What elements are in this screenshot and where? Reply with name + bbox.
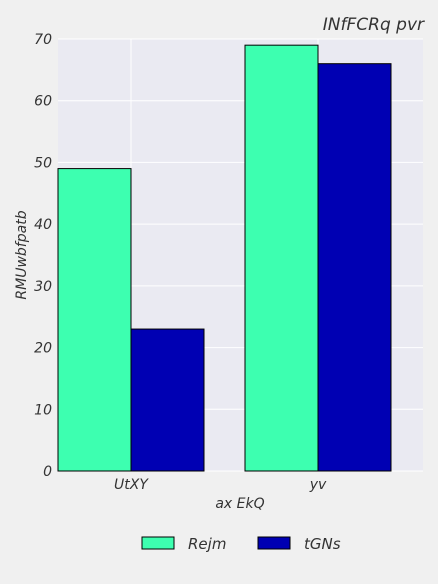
y-tick-label: 10 — [34, 402, 52, 418]
y-axis-ticks: 0 10 20 30 40 50 60 70 — [34, 32, 52, 480]
y-axis-label: RMUwbfpatb — [14, 210, 30, 299]
x-axis-ticks: UtXY yv — [114, 477, 327, 493]
y-tick-label: 60 — [34, 94, 52, 110]
bar-Rejm-UtXY — [57, 168, 132, 472]
chart-title: INfFCRq pvr — [323, 15, 425, 35]
bars — [57, 44, 392, 472]
y-tick-label: 30 — [34, 279, 52, 295]
y-tick-label: 50 — [34, 155, 52, 171]
bar-tGNs-UtXY — [130, 328, 205, 472]
legend-label: tGNs — [304, 535, 341, 553]
y-tick-label: 70 — [34, 32, 52, 48]
y-tick-label: 0 — [43, 464, 52, 480]
legend-label: Rejm — [188, 535, 226, 553]
legend: Rejm tGNs — [141, 535, 341, 553]
bar-tGNs-yv — [317, 63, 392, 472]
y-tick-label: 20 — [34, 341, 52, 357]
x-tick-label: yv — [309, 477, 327, 493]
x-tick-label: UtXY — [114, 477, 149, 493]
legend-swatch — [257, 536, 291, 550]
x-axis-label: ax EkQ — [215, 496, 264, 512]
bar-Rejm-yv — [244, 44, 319, 472]
y-tick-label: 40 — [34, 217, 52, 233]
legend-swatch — [141, 536, 175, 550]
